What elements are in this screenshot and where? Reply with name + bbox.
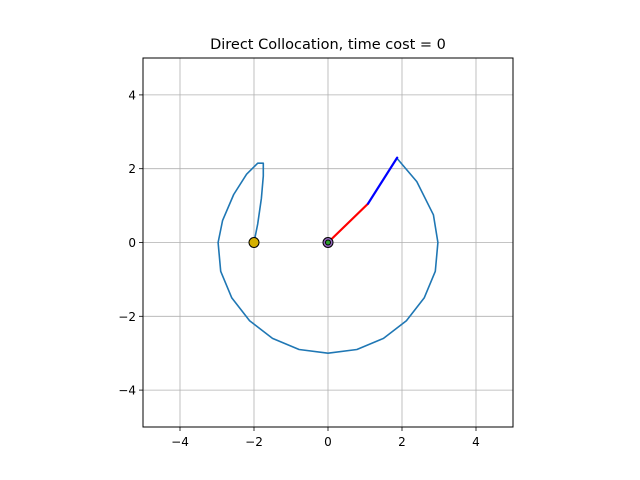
y-tick-label-3: 2 [128,162,136,176]
x-tick-label-2: 0 [324,435,332,449]
y-tick-label-0: −4 [118,384,136,398]
ticks: −4 −2 0 2 4 −4 −2 0 2 4 [118,88,480,449]
start-marker [248,237,260,248]
y-tick-label-4: 4 [128,88,136,102]
y-tick-label-2: 0 [128,236,136,250]
x-tick-label-0: −4 [171,435,189,449]
arm-link-2 [366,156,399,205]
arm-link-1 [326,202,370,244]
x-tick-label-1: −2 [245,435,263,449]
trajectory-line [217,157,439,355]
goal-marker [325,239,331,246]
plot-area [217,156,439,355]
x-tick-label-3: 2 [398,435,406,449]
chart-title: Direct Collocation, time cost = 0 [210,37,446,53]
y-tick-label-1: −2 [118,310,136,324]
grid [143,58,513,427]
x-tick-label-4: 4 [472,435,480,449]
